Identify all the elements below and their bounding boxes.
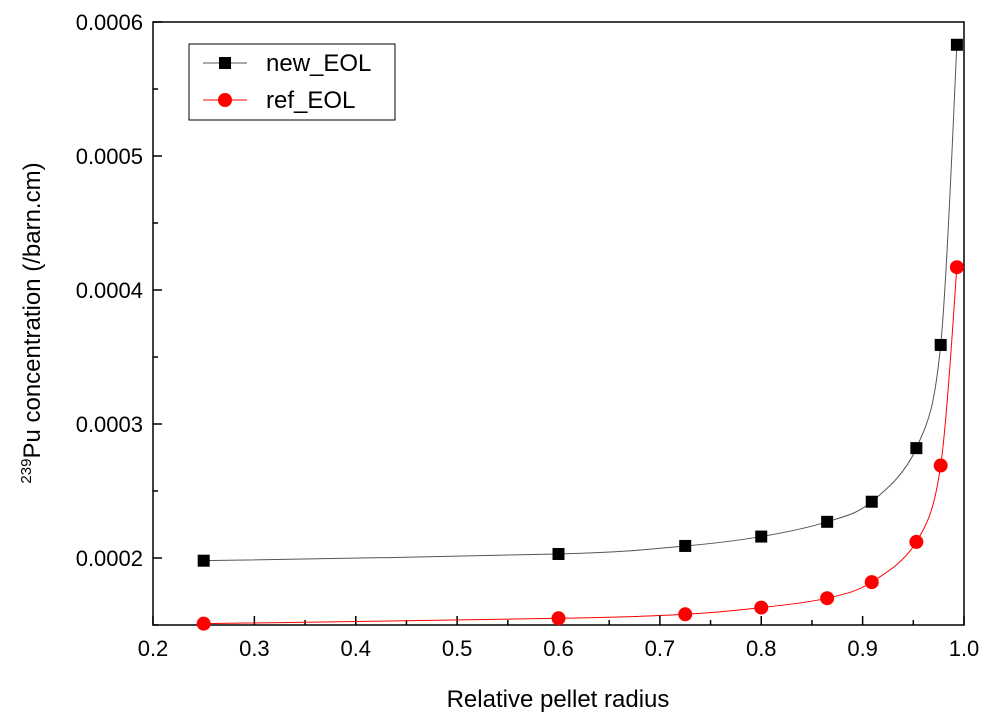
x-tick-label: 0.6 [543,636,574,661]
x-axis: 0.2 0.3 0.4 0.5 0.6 0.7 0.8 0.9 1.0 [138,616,980,661]
series-layer [196,38,964,631]
data-point-new-eol [865,495,878,508]
legend-marker-new-eol [219,57,231,69]
y-tick-label: 0.0004 [76,278,143,303]
data-point-ref-eol [754,600,769,615]
series-line-ref-eol [203,267,958,625]
data-point-new-eol [552,547,565,560]
x-tick-label: 0.8 [746,636,777,661]
legend-marker-ref-eol [218,93,232,107]
data-point-new-eol [821,515,834,528]
legend-box [188,43,396,121]
x-tick-label: 0.5 [442,636,473,661]
x-tick-label: 0.9 [847,636,878,661]
x-tick-label: 1.0 [949,636,980,661]
data-point-new-eol [950,38,963,51]
x-axis-title: Relative pellet radius [447,686,670,713]
data-point-new-eol [755,530,768,543]
data-point-new-eol [679,539,692,552]
series-line-new-eol [203,44,958,562]
data-point-ref-eol [864,575,879,590]
data-point-new-eol [197,554,210,567]
legend: new_EOL ref_EOL [188,43,396,121]
legend-label-ref-eol: ref_EOL [266,87,355,114]
y-tick-label: 0.0006 [76,10,143,35]
y-axis: 0.0002 0.0003 0.0004 0.0005 0.0006 [76,10,162,626]
data-point-ref-eol [551,611,566,626]
data-point-new-eol [910,442,923,455]
data-point-ref-eol [909,534,924,549]
x-tick-label: 0.2 [138,636,169,661]
y-tick-label: 0.0005 [76,144,143,169]
data-point-ref-eol [196,616,211,631]
y-axis-title: 239Pu concentration (/barn.cm) [18,162,46,483]
x-tick-label: 0.3 [239,636,270,661]
x-tick-label: 0.4 [340,636,371,661]
data-point-ref-eol [820,591,835,606]
legend-label-new-eol: new_EOL [266,50,371,77]
y-tick-label: 0.0003 [76,412,143,437]
y-tick-label: 0.0002 [76,546,143,571]
data-point-ref-eol [678,607,693,622]
x-tick-label: 0.7 [645,636,676,661]
data-point-ref-eol [933,458,948,473]
data-point-ref-eol [949,260,964,275]
y-axis-title-superscript: 239 [18,459,35,484]
y-axis-title-main: Pu concentration (/barn.cm) [19,162,46,458]
data-point-new-eol [934,338,947,351]
